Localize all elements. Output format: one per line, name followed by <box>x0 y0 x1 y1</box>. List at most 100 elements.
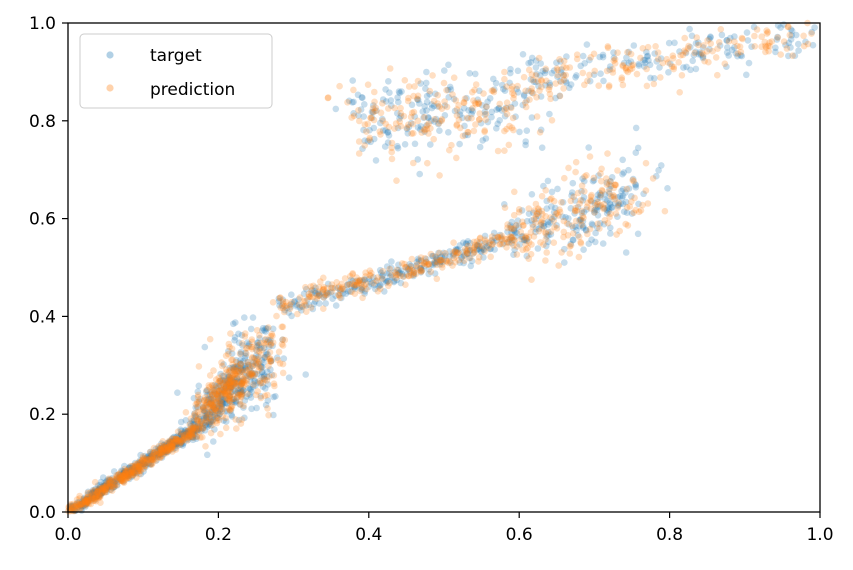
data-point-target <box>422 85 429 92</box>
data-point-prediction <box>472 121 479 128</box>
data-point-target <box>242 363 250 370</box>
data-point-target <box>381 288 388 295</box>
data-point-prediction <box>262 341 270 348</box>
data-point-prediction <box>236 378 243 386</box>
data-point-target <box>241 314 248 321</box>
data-point-prediction <box>183 431 190 438</box>
data-point-target <box>393 276 401 284</box>
data-point-prediction <box>217 400 225 407</box>
data-point-prediction <box>135 462 143 470</box>
data-point-prediction <box>124 472 132 479</box>
data-point-target <box>214 392 221 399</box>
data-point-target <box>233 394 241 401</box>
data-point-target <box>545 232 552 239</box>
data-point-prediction <box>187 426 194 433</box>
data-point-target <box>419 108 427 115</box>
data-point-prediction <box>226 374 234 381</box>
data-point-prediction <box>122 470 129 478</box>
data-point-target <box>235 367 243 375</box>
data-point-prediction <box>152 457 159 464</box>
data-point-target <box>171 440 178 447</box>
data-point-prediction <box>112 476 119 484</box>
data-point-target <box>161 448 169 455</box>
data-point-target <box>107 486 115 494</box>
data-point-target <box>231 387 239 395</box>
data-point-target <box>665 39 673 47</box>
data-point-prediction <box>120 479 128 487</box>
data-point-target <box>253 339 261 347</box>
data-point-target <box>101 482 108 490</box>
data-point-prediction <box>605 82 613 89</box>
data-point-prediction <box>510 95 517 102</box>
data-point-prediction <box>168 441 176 449</box>
data-point-target <box>508 234 515 241</box>
data-point-prediction <box>603 181 611 188</box>
data-point-target <box>80 495 87 503</box>
points-layer <box>64 19 818 515</box>
data-point-target <box>208 391 216 399</box>
data-point-prediction <box>480 90 487 97</box>
data-point-prediction <box>320 285 328 293</box>
data-point-prediction <box>106 483 114 490</box>
data-point-target <box>121 469 128 477</box>
data-point-prediction <box>191 424 198 431</box>
data-point-prediction <box>170 439 178 447</box>
data-point-prediction <box>264 391 271 399</box>
data-point-target <box>235 330 242 338</box>
data-point-prediction <box>435 120 443 127</box>
data-point-target <box>464 131 472 139</box>
data-point-target <box>309 305 317 313</box>
data-point-target <box>95 486 102 494</box>
data-point-target <box>287 303 295 311</box>
data-point-prediction <box>81 497 89 504</box>
data-point-target <box>267 366 274 373</box>
data-point-target <box>610 54 618 62</box>
data-point-target <box>90 494 97 501</box>
data-point-prediction <box>734 42 741 50</box>
data-point-prediction <box>253 327 261 334</box>
data-point-prediction <box>161 449 168 457</box>
data-point-target <box>96 484 104 491</box>
data-point-target <box>697 51 705 58</box>
data-point-target <box>403 271 410 278</box>
data-point-prediction <box>177 432 185 440</box>
data-point-target <box>175 437 182 444</box>
data-point-prediction <box>599 204 607 211</box>
data-point-target <box>401 141 409 148</box>
data-point-target <box>476 239 484 246</box>
data-point-target <box>560 72 567 79</box>
data-point-prediction <box>401 260 408 268</box>
data-point-prediction <box>267 355 274 362</box>
data-point-prediction <box>91 495 99 503</box>
data-point-target <box>605 205 613 213</box>
data-point-prediction <box>560 63 567 71</box>
data-point-prediction <box>734 50 742 57</box>
data-point-prediction <box>230 381 237 388</box>
data-point-prediction <box>481 248 488 255</box>
data-point-target <box>247 378 254 386</box>
data-point-target <box>557 77 564 85</box>
data-point-prediction <box>510 225 518 232</box>
data-point-prediction <box>172 435 180 443</box>
data-point-prediction <box>90 494 97 502</box>
data-point-target <box>228 413 236 420</box>
data-point-prediction <box>149 452 157 459</box>
data-point-target <box>267 336 274 344</box>
data-point-target <box>230 320 237 328</box>
data-point-prediction <box>147 460 154 468</box>
data-point-prediction <box>715 39 723 46</box>
data-point-prediction <box>102 485 110 493</box>
data-point-target <box>481 232 489 240</box>
data-point-prediction <box>461 251 469 259</box>
data-point-prediction <box>229 372 236 380</box>
data-point-prediction <box>538 218 545 226</box>
data-point-prediction <box>248 345 256 353</box>
data-point-prediction <box>391 104 399 112</box>
data-point-prediction <box>731 38 738 45</box>
data-point-target <box>97 486 105 494</box>
data-point-target <box>320 294 328 301</box>
data-point-target <box>772 48 779 56</box>
data-point-target <box>692 40 700 47</box>
data-point-target <box>215 382 222 390</box>
series-prediction <box>64 19 815 515</box>
